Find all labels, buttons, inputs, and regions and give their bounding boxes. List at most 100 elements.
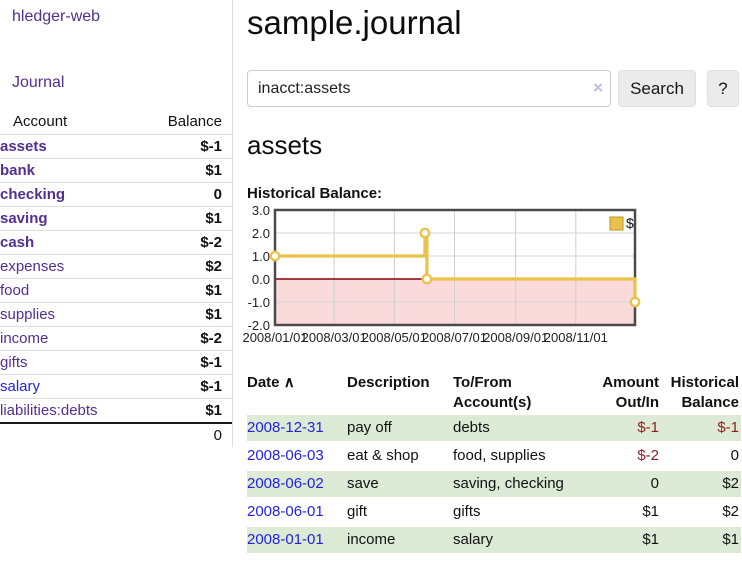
account-row: food $1	[0, 278, 232, 303]
brand-link[interactable]: hledger-web	[12, 8, 101, 25]
col-description: Description	[347, 374, 430, 391]
account-balance: $-2	[135, 230, 232, 255]
legend-label: $	[626, 215, 634, 231]
transaction-amount: 0	[581, 470, 661, 499]
transaction-balance: $2	[661, 498, 741, 527]
account-link-gifts[interactable]: gifts	[0, 354, 28, 371]
account-balance: 0	[135, 182, 232, 207]
account-link-supplies[interactable]: supplies	[0, 306, 56, 323]
register-header-row: Date ∧ Description To/From Account(s) Am…	[247, 371, 741, 415]
help-button[interactable]: ?	[707, 70, 739, 107]
transaction-accounts: debts	[453, 415, 581, 443]
account-balance: $1	[135, 206, 232, 231]
account-link-expenses[interactable]: expenses	[0, 258, 65, 275]
transaction-description: pay off	[347, 415, 453, 443]
transaction-balance: 0	[661, 442, 741, 471]
account-link-food[interactable]: food	[0, 282, 30, 299]
account-link-checking[interactable]: checking	[0, 186, 66, 203]
chart-data-point	[629, 296, 641, 308]
account-balance: $2	[135, 254, 232, 279]
transaction-amount: $1	[581, 498, 661, 527]
transaction-accounts: saving, checking	[453, 470, 581, 499]
account-balance: $-1	[135, 374, 232, 399]
account-balance: $1	[135, 302, 232, 327]
transaction-amount: $-1	[581, 415, 661, 443]
x-axis-tick-label: 2008/01/01	[242, 330, 307, 345]
account-row: supplies $1	[0, 302, 232, 327]
y-axis-tick-label: 0.0	[252, 272, 270, 287]
sidebar: hledger-web Journal Account Balance asse…	[0, 0, 233, 555]
search-field-wrap: ×	[247, 70, 611, 107]
account-link-saving[interactable]: saving	[0, 210, 48, 227]
register-row: 2008-06-03 eat & shop food, supplies $-2 0	[247, 442, 741, 471]
account-heading: assets	[247, 130, 323, 160]
legend-swatch	[609, 216, 624, 231]
account-balance: $-1	[135, 134, 232, 159]
account-row: salary $-1	[0, 374, 232, 399]
account-link-cash[interactable]: cash	[0, 234, 35, 251]
transaction-amount: $1	[581, 526, 661, 555]
historical-balance-chart: 3.0 2.0 1.0 0.0 -1.0 -2.0 2008/01/01 2008/03/01…	[242, 203, 741, 350]
x-axis-tick-label: 2008/05/01	[362, 330, 427, 345]
search-input[interactable]	[247, 70, 611, 107]
sidebar-item-journal[interactable]: Journal	[12, 74, 65, 91]
clear-search-icon[interactable]: ×	[593, 78, 603, 97]
account-link-liabilities-debts[interactable]: liabilities:debts	[0, 402, 98, 419]
account-row: bank $1	[0, 158, 232, 183]
x-axis-tick-label: 2008/03/01	[302, 330, 367, 345]
chart-border	[273, 208, 637, 327]
transaction-description: eat & shop	[347, 442, 453, 471]
chart-title: Historical Balance:	[247, 185, 383, 202]
transaction-date-link[interactable]: 2008-06-03	[247, 447, 324, 464]
account-balance: $-1	[135, 350, 232, 375]
col-amount: Amount Out/In	[602, 374, 659, 411]
account-row: assets $-1	[0, 134, 232, 159]
transaction-amount: $-2	[581, 442, 661, 471]
accounts-header-row: Account Balance	[0, 110, 232, 135]
accounts-total-row: 0	[0, 422, 232, 447]
search-form: × Search ?	[247, 70, 741, 107]
sidebar-panel: hledger-web Journal Account Balance asse…	[0, 0, 233, 447]
transaction-date-link[interactable]: 2008-06-01	[247, 503, 324, 520]
transaction-description: income	[347, 526, 453, 555]
col-date[interactable]: Date ∧	[247, 374, 295, 391]
accounts-col-account: Account	[13, 113, 68, 130]
app-window: hledger-web Journal Account Balance asse…	[0, 0, 741, 555]
account-link-assets[interactable]: assets	[0, 138, 47, 155]
sort-ascending-icon: ∧	[283, 374, 295, 391]
chart-data-point	[419, 227, 431, 239]
account-row: saving $1	[0, 206, 232, 231]
transaction-accounts: salary	[453, 526, 581, 555]
transaction-date-link[interactable]: 2008-12-31	[247, 419, 324, 436]
account-link-income[interactable]: income	[0, 330, 49, 347]
transaction-description: gift	[347, 498, 453, 527]
account-row: expenses $2	[0, 254, 232, 279]
col-accounts: To/From Account(s)	[453, 374, 532, 411]
x-axis-tick-label: 2008/11/01	[544, 330, 608, 345]
transaction-date-link[interactable]: 2008-01-01	[247, 531, 324, 548]
account-link-salary[interactable]: salary	[0, 378, 41, 395]
transaction-description: save	[347, 470, 453, 499]
account-link-bank[interactable]: bank	[0, 162, 36, 179]
chart-data-point	[421, 273, 433, 285]
account-balance: $1	[135, 158, 232, 183]
account-row: gifts $-1	[0, 350, 232, 375]
search-button[interactable]: Search	[618, 70, 696, 107]
transaction-accounts: food, supplies	[453, 442, 581, 471]
x-axis-tick-label: 2008/07/01	[422, 330, 487, 345]
register-table: Date ∧ Description To/From Account(s) Am…	[247, 371, 741, 555]
register-row: 2008-12-31 pay off debts $-1 $-1	[247, 415, 741, 443]
page-title: sample.journal	[247, 4, 462, 41]
register-row: 2008-06-01 gift gifts $1 $2	[247, 498, 741, 527]
account-row: income $-2	[0, 326, 232, 351]
x-axis-tick-label: 2008/09/01	[483, 330, 548, 345]
register-row: 2008-06-02 save saving, checking 0 $2	[247, 470, 741, 499]
transaction-balance: $1	[661, 526, 741, 555]
col-balance: Historical Balance	[670, 374, 739, 411]
register-row: 2008-01-01 income salary $1 $1	[247, 526, 741, 555]
y-axis-tick-label: -1.0	[248, 295, 270, 310]
transaction-date-link[interactable]: 2008-06-02	[247, 475, 324, 492]
transaction-balance: $-1	[661, 415, 741, 443]
transaction-accounts: gifts	[453, 498, 581, 527]
account-row: liabilities:debts $1	[0, 398, 232, 423]
